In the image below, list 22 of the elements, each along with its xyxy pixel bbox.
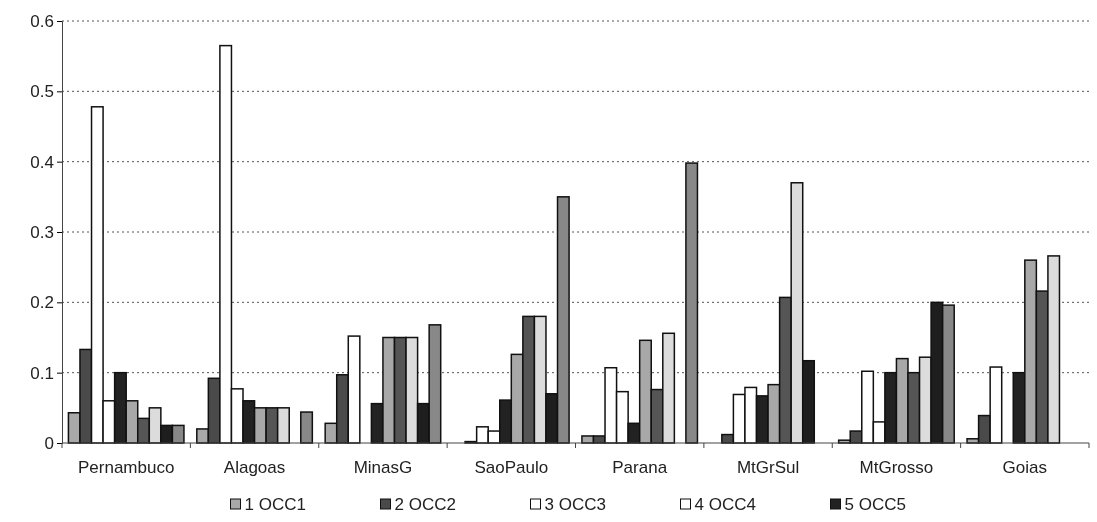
y-tick-label: 0.5 <box>30 82 54 102</box>
x-tick-label: SaoPaulo <box>474 458 549 477</box>
x-tick-label: Goias <box>1002 458 1048 477</box>
bar <box>685 162 699 444</box>
y-tick-label: 0.1 <box>30 363 54 383</box>
legend-label: 3 OCC3 <box>544 495 606 514</box>
bar <box>300 411 314 444</box>
y-tick-label: 0.6 <box>30 11 54 31</box>
y-tick-label: 0.2 <box>30 293 54 313</box>
x-tick-label: MinasG <box>353 458 413 477</box>
y-tick-label: 0 <box>44 433 54 453</box>
x-tick-label: Pernambuco <box>77 458 175 477</box>
x-tick-label: MtGrosso <box>859 458 934 477</box>
x-tick-label: Alagoas <box>223 458 286 477</box>
legend-label: 2 OCC2 <box>394 495 456 514</box>
x-tick-label: MtGrSul <box>736 458 800 477</box>
legend-label: 5 OCC5 <box>844 495 906 514</box>
y-tick-label: 0.3 <box>30 222 54 242</box>
legend-label: 4 OCC4 <box>694 495 756 514</box>
y-tick-label: 0.4 <box>30 152 54 172</box>
legend-label: 1 OCC1 <box>244 495 306 514</box>
x-tick-label: Parana <box>612 458 668 477</box>
